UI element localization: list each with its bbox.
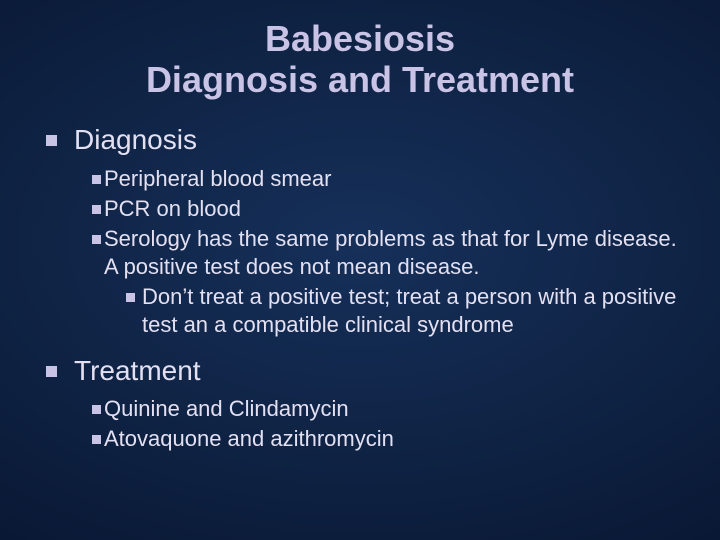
section-heading: Diagnosis <box>74 124 197 155</box>
slide-title: Babesiosis Diagnosis and Treatment <box>40 18 680 101</box>
square-bullet-icon <box>92 205 101 214</box>
list-item: Serology has the same problems as that f… <box>74 225 680 340</box>
section-heading: Treatment <box>74 355 201 386</box>
content-list: Diagnosis Peripheral blood smear PCR on … <box>40 121 680 454</box>
square-bullet-icon <box>126 293 135 302</box>
list-item: Quinine and Clindamycin <box>74 395 680 423</box>
list-item: Don’t treat a positive test; treat a per… <box>104 283 680 339</box>
square-bullet-icon <box>92 235 101 244</box>
square-bullet-icon <box>92 405 101 414</box>
list-item: Peripheral blood smear <box>74 165 680 193</box>
section-treatment: Treatment Quinine and Clindamycin Atovaq… <box>40 352 680 454</box>
square-bullet-icon <box>92 435 101 444</box>
item-text: Peripheral blood smear <box>104 166 331 191</box>
treatment-items: Quinine and Clindamycin Atovaquone and a… <box>74 395 680 453</box>
item-text: Serology has the same problems as that f… <box>104 226 677 279</box>
section-diagnosis: Diagnosis Peripheral blood smear PCR on … <box>40 121 680 340</box>
square-bullet-icon <box>46 366 57 377</box>
square-bullet-icon <box>92 175 101 184</box>
square-bullet-icon <box>46 135 57 146</box>
item-text: PCR on blood <box>104 196 241 221</box>
diagnosis-items: Peripheral blood smear PCR on blood Sero… <box>74 165 680 340</box>
item-text: Don’t treat a positive test; treat a per… <box>142 284 676 337</box>
list-item: Atovaquone and azithromycin <box>74 425 680 453</box>
list-item: PCR on blood <box>74 195 680 223</box>
item-text: Atovaquone and azithromycin <box>104 426 394 451</box>
title-line-2: Diagnosis and Treatment <box>146 59 574 100</box>
item-text: Quinine and Clindamycin <box>104 396 349 421</box>
serology-subitems: Don’t treat a positive test; treat a per… <box>104 283 680 339</box>
title-line-1: Babesiosis <box>265 18 455 59</box>
slide-container: Babesiosis Diagnosis and Treatment Diagn… <box>0 0 720 540</box>
